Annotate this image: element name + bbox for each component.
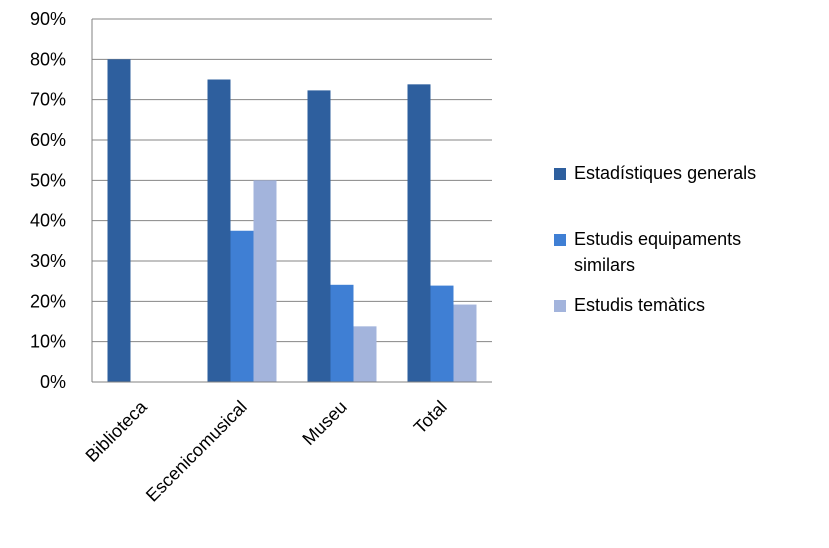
gridlines	[92, 18, 492, 343]
bar	[207, 79, 231, 382]
y-axis-ticks: 0% 10% 20% 30% 40% 50% 60% 70% 80% 90%	[30, 9, 66, 392]
y-tick-label: 40%	[30, 211, 66, 231]
bar	[407, 84, 431, 382]
y-tick-label: 90%	[30, 9, 66, 29]
legend-label: Estadístiques generals	[574, 163, 757, 183]
x-tick-label: Biblioteca	[81, 396, 151, 466]
legend-item-estudis-tematics: Estudis temàtics	[540, 292, 825, 318]
bar	[453, 304, 477, 382]
y-tick-label: 80%	[30, 49, 66, 69]
y-tick-label: 30%	[30, 251, 66, 271]
y-tick-label: 0%	[40, 372, 66, 392]
y-tick-label: 10%	[30, 332, 66, 352]
legend-swatch	[554, 234, 566, 246]
bar	[330, 284, 354, 382]
y-tick-label: 50%	[30, 170, 66, 190]
bar	[353, 326, 377, 382]
legend-label: Estudis equipaments similars	[574, 229, 742, 275]
legend: Estadístiques generals Estudis equipamen…	[540, 160, 825, 318]
legend-swatch	[554, 300, 566, 312]
y-tick-label: 20%	[30, 291, 66, 311]
y-tick-label: 60%	[30, 130, 66, 150]
legend-item-estadistiques-generals: Estadístiques generals	[540, 160, 825, 186]
x-tick-label: Total	[410, 397, 451, 438]
bar	[253, 180, 277, 382]
legend-swatch	[554, 168, 566, 180]
bar	[430, 285, 454, 382]
x-tick-label: Museu	[298, 397, 350, 449]
bar	[230, 230, 254, 382]
bars	[107, 59, 477, 382]
bar	[307, 90, 331, 382]
y-tick-label: 70%	[30, 90, 66, 110]
x-tick-label: Escenicomusical	[142, 397, 251, 506]
legend-item-estudis-equipaments-similars: Estudis equipaments similars	[540, 226, 794, 278]
legend-label: Estudis temàtics	[574, 295, 706, 315]
bar	[107, 59, 131, 382]
